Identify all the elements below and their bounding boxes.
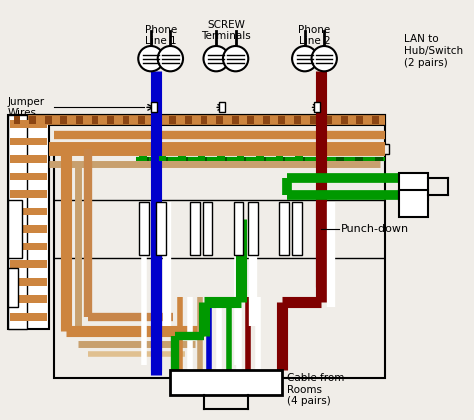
Bar xyxy=(138,116,145,124)
Bar xyxy=(156,202,165,255)
Bar xyxy=(185,116,192,124)
Bar xyxy=(123,116,129,124)
Bar xyxy=(200,157,208,161)
Bar xyxy=(294,116,301,124)
Bar xyxy=(232,116,238,124)
Bar xyxy=(201,116,208,124)
Bar xyxy=(198,156,205,161)
Bar xyxy=(238,157,246,161)
Bar xyxy=(356,157,363,161)
Bar xyxy=(10,207,47,215)
Bar xyxy=(248,202,258,255)
Bar xyxy=(202,202,212,255)
Bar xyxy=(277,157,285,161)
Bar xyxy=(341,116,347,124)
Text: Phone
Line 1: Phone Line 1 xyxy=(145,25,177,46)
Bar xyxy=(190,202,200,255)
Bar xyxy=(169,116,176,124)
Bar xyxy=(8,200,22,258)
Bar xyxy=(372,116,379,124)
Bar xyxy=(76,116,83,124)
Bar xyxy=(10,225,47,233)
Bar xyxy=(10,173,47,180)
Text: Punch-down: Punch-down xyxy=(341,224,409,234)
Bar xyxy=(10,295,47,303)
Bar xyxy=(325,116,332,124)
Bar xyxy=(8,115,27,329)
Text: Jumper
Wires: Jumper Wires xyxy=(8,97,45,118)
Bar xyxy=(399,190,428,218)
Bar xyxy=(139,156,147,161)
Bar xyxy=(216,116,223,124)
Bar xyxy=(10,144,390,154)
Bar xyxy=(356,116,363,124)
Text: LAN to
Hub/Switch
(2 pairs): LAN to Hub/Switch (2 pairs) xyxy=(404,34,463,68)
Bar xyxy=(14,116,20,124)
Circle shape xyxy=(292,46,318,71)
Bar xyxy=(8,268,18,307)
Bar xyxy=(295,156,303,161)
Bar xyxy=(154,116,161,124)
Text: Phone
Line 2: Phone Line 2 xyxy=(298,25,330,46)
Bar xyxy=(314,102,320,112)
Bar xyxy=(107,116,114,124)
Bar xyxy=(139,202,149,255)
Bar xyxy=(170,370,283,394)
Bar xyxy=(336,157,344,161)
Bar xyxy=(292,202,302,255)
Bar xyxy=(10,313,47,320)
Bar xyxy=(399,173,428,200)
Circle shape xyxy=(203,46,229,71)
Bar xyxy=(310,116,317,124)
Bar xyxy=(258,157,266,161)
Bar xyxy=(45,116,52,124)
Bar xyxy=(219,157,227,161)
Bar xyxy=(180,157,188,161)
Bar xyxy=(10,278,47,286)
Circle shape xyxy=(138,46,164,71)
Bar xyxy=(297,157,305,161)
Circle shape xyxy=(223,46,248,71)
Bar xyxy=(10,243,47,250)
Bar xyxy=(91,116,98,124)
Bar xyxy=(317,157,324,161)
Bar xyxy=(10,137,47,145)
Bar xyxy=(29,116,36,124)
Bar xyxy=(10,260,47,268)
Bar xyxy=(217,156,225,161)
Bar xyxy=(10,115,384,125)
Bar xyxy=(60,116,67,124)
Bar xyxy=(256,156,264,161)
Bar xyxy=(275,156,283,161)
Bar xyxy=(280,202,289,255)
Bar xyxy=(247,116,254,124)
Bar xyxy=(151,102,157,112)
Bar xyxy=(8,115,49,329)
Bar xyxy=(237,156,245,161)
Bar xyxy=(161,157,168,161)
Text: Cable from
Rooms
(4 pairs): Cable from Rooms (4 pairs) xyxy=(287,373,345,406)
Bar xyxy=(234,202,244,255)
Bar xyxy=(141,157,149,161)
Bar xyxy=(10,120,47,128)
Bar xyxy=(54,144,384,378)
Bar xyxy=(178,156,186,161)
Text: SCREW
Terminals: SCREW Terminals xyxy=(201,20,251,41)
Bar xyxy=(278,116,285,124)
Bar xyxy=(159,156,166,161)
Circle shape xyxy=(158,46,183,71)
Bar xyxy=(10,115,384,144)
Circle shape xyxy=(311,46,337,71)
Bar xyxy=(375,157,383,161)
Bar xyxy=(219,102,225,112)
Bar xyxy=(10,190,47,198)
Bar xyxy=(10,155,47,163)
Bar xyxy=(263,116,270,124)
